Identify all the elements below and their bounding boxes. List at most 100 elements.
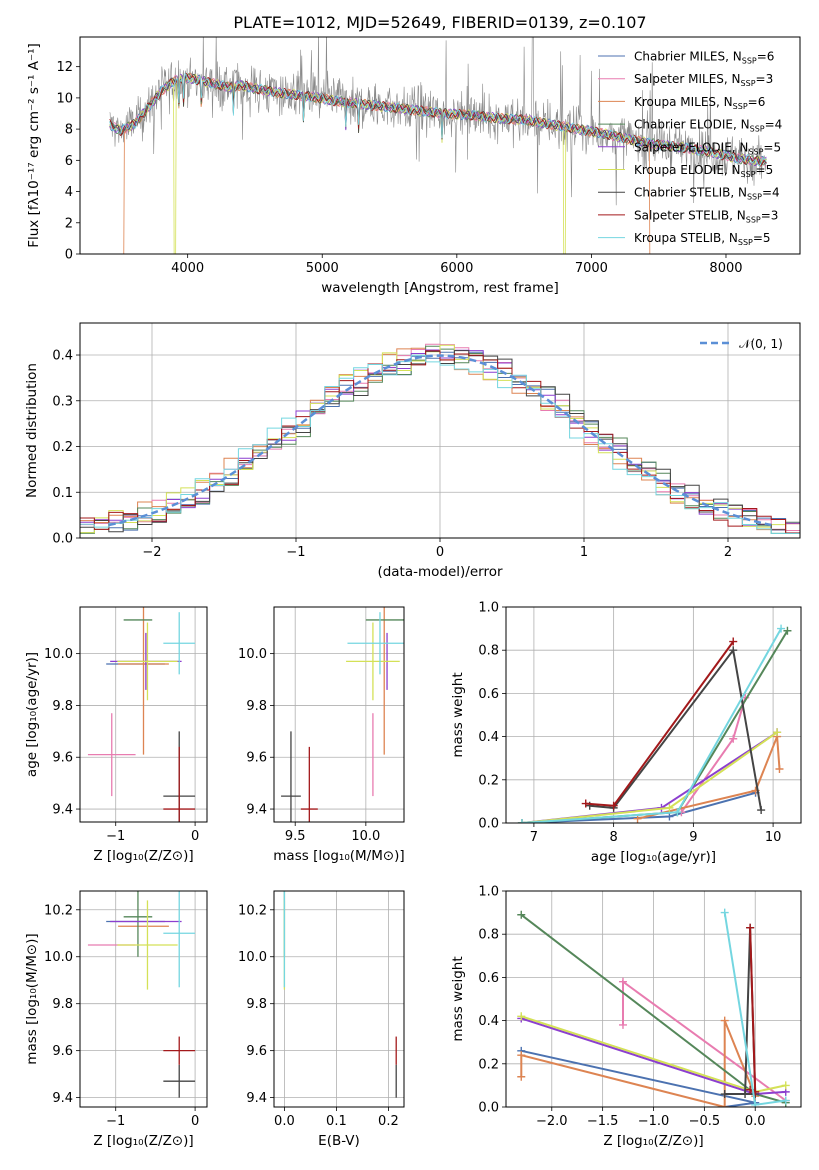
model-spectrum-salpeter-stelib (109, 73, 767, 167)
x-axis-label: (data-model)/error (377, 564, 503, 580)
weight-marker (746, 923, 755, 932)
x-tick-label: −2 (142, 545, 161, 560)
axes-frame (79, 606, 208, 823)
weight-marker (618, 1020, 627, 1029)
weight-marker (665, 803, 674, 812)
plot-area (80, 607, 207, 822)
weight-marker (720, 1090, 729, 1099)
weight-line-kroupa-miles (520, 1020, 757, 1107)
axes-frame (79, 322, 801, 539)
plot-area (80, 323, 800, 538)
weight-marker (720, 1016, 729, 1025)
panel-age-vs-Z: −1 0 9.4 9.6 9.8 10.0 Z [log₁₀(Z/Z⊙)] age [log₁… (24, 606, 208, 864)
y-tick-label: 4 (65, 185, 73, 200)
weight-line-salpeter-stelib (585, 641, 735, 807)
x-axis-label: E(B-V) (318, 1133, 360, 1149)
x-tick-label: −1 (286, 545, 305, 560)
x-tick-label: 6000 (440, 261, 473, 276)
y-tick-label: 0.4 (478, 730, 499, 745)
weight-marker (757, 806, 766, 815)
y-tick-label: 9.8 (52, 699, 73, 714)
y-axis-label: mass weight (450, 956, 466, 1041)
legend-entry: Kroupa STELIB, NSSP=5 (634, 231, 771, 247)
weight-marker (618, 977, 627, 986)
weight-marker (581, 799, 590, 808)
x-axis-label: mass [log₁₀(M/M⊙)] (273, 848, 404, 864)
x-tick-label: −1 (106, 1114, 125, 1129)
weight-marker (673, 808, 682, 817)
y-tick-label: 0 (65, 248, 73, 263)
plot-area (80, 891, 207, 1107)
y-tick-label: 10.0 (238, 647, 267, 662)
x-tick-label: 8000 (709, 261, 742, 276)
plot-area (506, 891, 801, 1107)
x-tick-label: −0.5 (689, 1114, 721, 1129)
error-bar-salpeter-miles (87, 713, 136, 797)
error-bar-kroupa-stelib (163, 612, 196, 675)
x-tick-label: 0 (191, 829, 199, 844)
y-tick-label: 10.2 (238, 903, 267, 918)
x-tick-label: −1.5 (587, 1114, 619, 1129)
x-tick-label: 9 (689, 830, 697, 845)
error-bar-kroupa-miles (118, 607, 169, 755)
normal-curve (108, 354, 772, 527)
plot-area (109, 37, 767, 254)
y-tick-label: 10.2 (44, 903, 73, 918)
weight-marker (741, 1090, 750, 1099)
error-bar-chabrier-stelib (163, 1064, 196, 1098)
x-axis-label: Z [log₁₀(Z/Z⊙)] (93, 848, 193, 864)
y-tick-label: 9.8 (246, 997, 267, 1012)
y-tick-label: 0.2 (52, 440, 73, 455)
weight-marker (517, 1072, 526, 1081)
y-tick-label: 1.0 (478, 885, 499, 900)
x-axis-label: age [log₁₀(age/yr)] (591, 849, 716, 865)
x-tick-label: 4000 (171, 261, 204, 276)
y-tick-label: 9.8 (246, 699, 267, 714)
x-tick-label: −2.0 (536, 1114, 568, 1129)
panel-mass-vs-EBV: 0.0 0.1 0.2 9.4 9.6 9.8 10.0 10.2 E(B-V) (238, 890, 405, 1149)
panel-spectrum: 4000 5000 6000 7000 8000 0 2 4 6 8 10 12 wavelength … (26, 36, 801, 296)
y-axis-label: Normed distribution (24, 363, 40, 498)
y-tick-label: 8 (65, 123, 73, 138)
weight-marker (609, 801, 618, 810)
weight-marker (775, 765, 784, 773)
y-axis-label: mass [log₁₀(M/M⊙)] (24, 933, 40, 1064)
axes-frame (505, 606, 802, 824)
x-tick-label: 9.5 (285, 829, 306, 844)
y-tick-label: 9.4 (52, 803, 73, 818)
x-tick-label: −1 (106, 829, 125, 844)
y-tick-label: 0.6 (478, 971, 499, 986)
error-bar-kroupa-stelib (163, 891, 196, 988)
x-tick-label: 10.0 (351, 829, 380, 844)
y-tick-label: 9.8 (52, 997, 73, 1012)
axes-frame (273, 890, 405, 1108)
x-axis-label: wavelength [Angstrom, rest frame] (321, 280, 559, 296)
y-tick-label: 9.6 (246, 1044, 267, 1059)
weight-line-chabrier-stelib (589, 647, 763, 811)
weight-line-salpeter-stelib (749, 927, 757, 1094)
y-tick-label: 0.4 (52, 349, 73, 364)
y-tick-label: 9.4 (246, 803, 267, 818)
x-tick-label: 7 (530, 830, 538, 845)
panel-massweight-vs-Z: −2.0 −1.5 −1.0 −0.5 0.0 0.0 0.2 0.4 0.6 0.8 1.0 Z [… (450, 885, 802, 1149)
y-tick-label: 6 (65, 154, 73, 169)
y-tick-label: 0.3 (52, 394, 73, 409)
error-bar-salpeter-stelib (163, 746, 196, 822)
weight-marker (781, 1096, 790, 1105)
y-tick-label: 0.2 (478, 1057, 499, 1072)
x-tick-label: 0 (436, 545, 444, 560)
weight-marker (773, 728, 782, 737)
y-tick-label: 0.2 (478, 773, 499, 788)
y-tick-label: 9.6 (246, 751, 267, 766)
y-tick-label: 10.0 (44, 950, 73, 965)
x-tick-label: 5000 (306, 261, 339, 276)
y-tick-label: 10.0 (44, 647, 73, 662)
weight-marker (720, 1103, 729, 1107)
plot-area (274, 891, 404, 1107)
weight-marker (777, 624, 786, 633)
model-spectrum-kroupa-miles (123, 72, 651, 254)
weight-marker (665, 812, 674, 821)
weight-marker (783, 626, 792, 635)
weight-line-chabrier-miles (521, 1049, 756, 1107)
x-axis-label: Z [log₁₀(Z/Z⊙)] (93, 1133, 193, 1149)
